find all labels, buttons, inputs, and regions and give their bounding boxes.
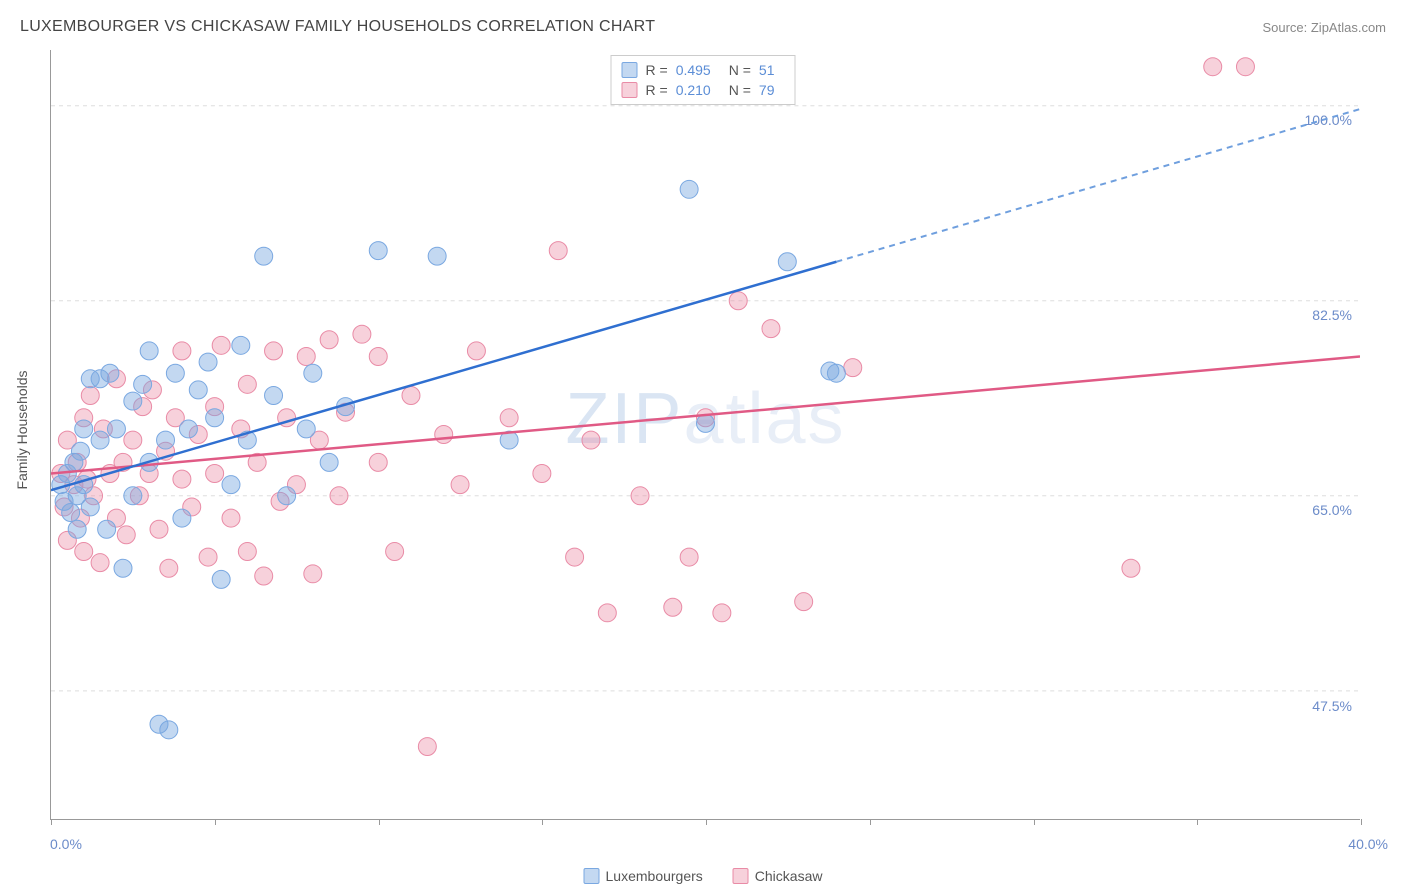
legend-swatch (584, 868, 600, 884)
chart-title: LUXEMBOURGER VS CHICKASAW FAMILY HOUSEHO… (20, 18, 655, 36)
legend-swatch (622, 82, 638, 98)
y-axis-label: Family Households (14, 370, 30, 489)
x-tick (1034, 819, 1035, 825)
r-label: R = (646, 62, 668, 78)
x-tick (870, 819, 871, 825)
gridlines (51, 106, 1360, 691)
x-tick (706, 819, 707, 825)
x-axis-label-right: 40.0% (1348, 836, 1388, 852)
x-axis-label-left: 0.0% (50, 836, 82, 852)
n-value: 51 (759, 62, 775, 78)
plot-area: ZIPatlas 47.5%65.0%82.5%100.0% (50, 50, 1360, 820)
r-value: 0.495 (676, 62, 711, 78)
series-legend: Luxembourgers Chickasaw (584, 868, 823, 884)
legend-label: Chickasaw (755, 868, 823, 884)
x-tick (1197, 819, 1198, 825)
x-tick (379, 819, 380, 825)
chart-header: LUXEMBOURGER VS CHICKASAW FAMILY HOUSEHO… (20, 18, 1386, 36)
legend-swatch (733, 868, 749, 884)
r-label: R = (646, 82, 668, 98)
n-value: 79 (759, 82, 775, 98)
x-tick (1361, 819, 1362, 825)
x-tick (542, 819, 543, 825)
chart-container: LUXEMBOURGER VS CHICKASAW FAMILY HOUSEHO… (0, 0, 1406, 892)
legend-item: Chickasaw (733, 868, 823, 884)
scatter-chickasaw (52, 58, 1255, 756)
legend-swatch (622, 62, 638, 78)
chart-svg (51, 50, 1360, 819)
scatter-luxembourgers (52, 180, 846, 739)
legend-label: Luxembourgers (606, 868, 703, 884)
n-label: N = (729, 62, 751, 78)
chart-source: Source: ZipAtlas.com (1262, 20, 1386, 35)
n-label: N = (729, 82, 751, 98)
x-tick (215, 819, 216, 825)
x-tick (51, 819, 52, 825)
legend-item: Luxembourgers (584, 868, 703, 884)
stats-legend: R = 0.495 N = 51 R = 0.210 N = 79 (611, 55, 796, 105)
r-value: 0.210 (676, 82, 711, 98)
trend-lines (51, 109, 1360, 490)
stats-legend-row: R = 0.210 N = 79 (622, 80, 785, 100)
stats-legend-row: R = 0.495 N = 51 (622, 60, 785, 80)
